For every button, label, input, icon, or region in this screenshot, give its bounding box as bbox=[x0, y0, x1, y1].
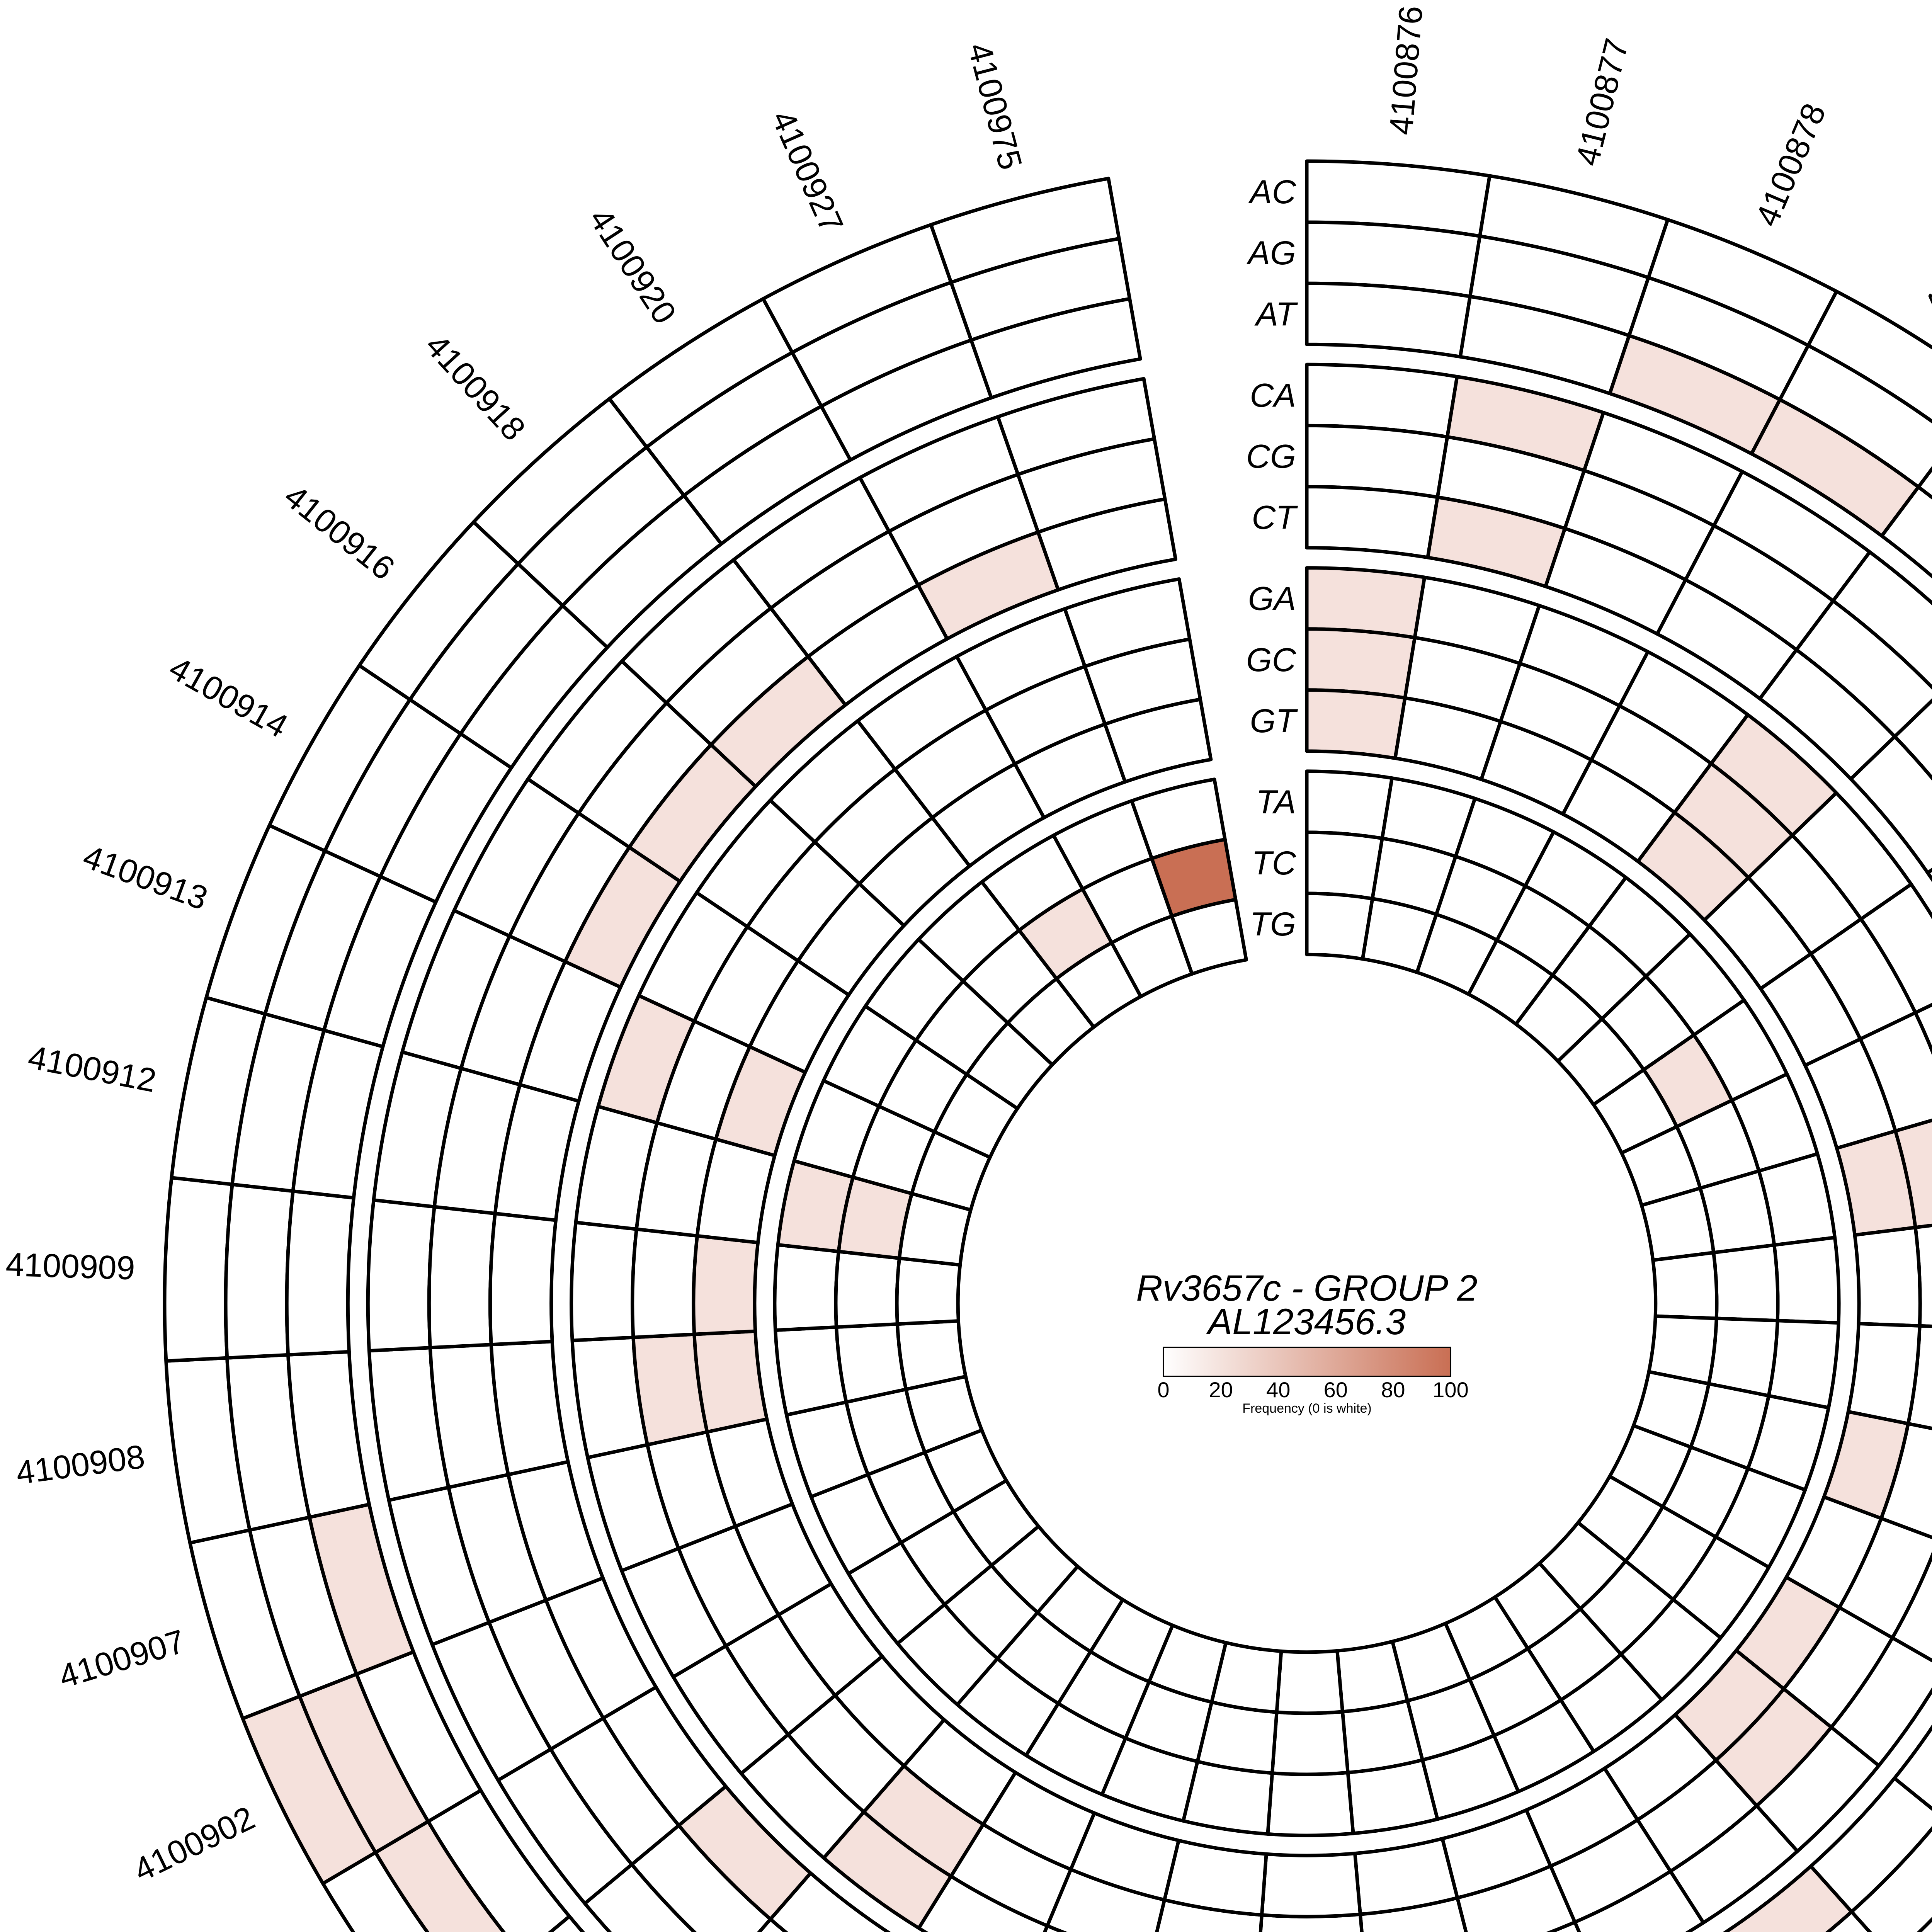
svg-text:GC: GC bbox=[1246, 641, 1296, 679]
svg-text:CG: CG bbox=[1246, 438, 1296, 475]
svg-text:Frequency (0 is white): Frequency (0 is white) bbox=[1242, 1401, 1371, 1416]
svg-text:GT: GT bbox=[1250, 702, 1298, 740]
svg-text:TC: TC bbox=[1252, 845, 1296, 882]
svg-text:20: 20 bbox=[1209, 1378, 1233, 1402]
svg-text:100: 100 bbox=[1432, 1378, 1468, 1402]
svg-text:CA: CA bbox=[1250, 377, 1296, 414]
svg-text:AL123456.3: AL123456.3 bbox=[1206, 1301, 1406, 1342]
svg-text:GA: GA bbox=[1248, 580, 1296, 617]
svg-text:TG: TG bbox=[1250, 906, 1296, 943]
svg-text:80: 80 bbox=[1381, 1378, 1405, 1402]
svg-text:AG: AG bbox=[1246, 235, 1296, 272]
svg-text:AT: AT bbox=[1254, 296, 1298, 333]
svg-text:4100909: 4100909 bbox=[5, 1246, 136, 1287]
svg-text:0: 0 bbox=[1157, 1378, 1169, 1402]
svg-text:CT: CT bbox=[1252, 499, 1298, 536]
svg-text:TA: TA bbox=[1256, 784, 1296, 821]
svg-text:AC: AC bbox=[1248, 173, 1296, 211]
svg-text:40: 40 bbox=[1266, 1378, 1290, 1402]
svg-text:60: 60 bbox=[1324, 1378, 1348, 1402]
svg-text:Rv3657c - GROUP 2: Rv3657c - GROUP 2 bbox=[1136, 1268, 1477, 1309]
